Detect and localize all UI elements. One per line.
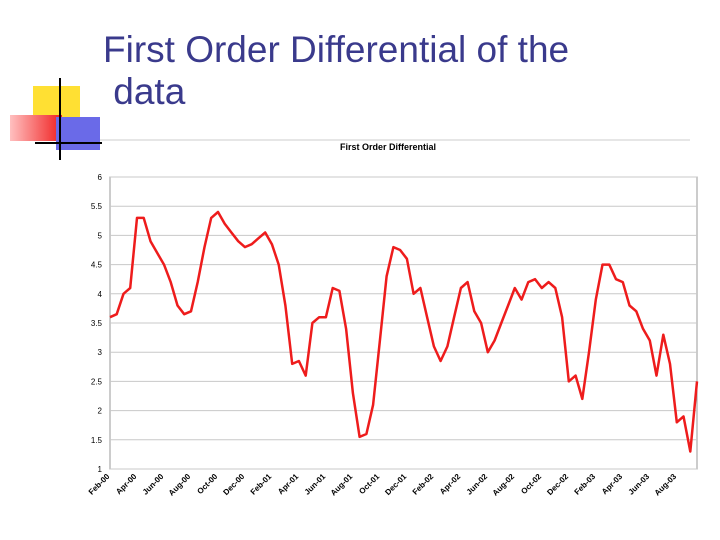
x-tick-label: Apr-02 — [438, 472, 463, 497]
x-tick-label: Dec-02 — [545, 472, 570, 497]
x-tick-label: Jun-02 — [465, 472, 490, 497]
x-tick-label: Jun-03 — [627, 472, 652, 497]
x-tick-label: Oct-00 — [195, 472, 219, 496]
x-tick-label: Feb-01 — [249, 472, 274, 497]
y-tick-label: 3 — [98, 348, 103, 357]
x-tick-label: Apr-01 — [276, 472, 301, 497]
y-tick-label: 2.5 — [91, 377, 103, 386]
x-tick-label: Apr-00 — [114, 472, 139, 497]
y-tick-label: 1 — [98, 465, 103, 474]
x-tick-label: Aug-02 — [491, 472, 517, 498]
x-tick-label: Aug-00 — [167, 472, 193, 498]
y-tick-label: 2 — [98, 407, 103, 416]
x-tick-label: Apr-03 — [600, 472, 625, 497]
y-tick-label: 6 — [98, 173, 103, 182]
x-tick-label: Oct-01 — [357, 472, 381, 496]
x-tick-label: Feb-03 — [573, 472, 598, 497]
x-tick-label: Oct-02 — [519, 472, 543, 496]
y-tick-label: 5 — [98, 231, 103, 240]
x-tick-label: Jun-01 — [303, 472, 328, 497]
y-tick-label: 3.5 — [91, 319, 103, 328]
x-tick-label: Aug-01 — [329, 472, 355, 498]
chart-title: First Order Differential — [340, 142, 436, 152]
y-tick-label: 5.5 — [91, 202, 103, 211]
decor-yellow — [33, 86, 80, 119]
x-tick-label: Feb-02 — [411, 472, 436, 497]
y-tick-label: 4 — [98, 290, 103, 299]
x-tick-label: Aug-03 — [653, 472, 679, 498]
slide-title: First Order Differential of the data — [103, 29, 569, 112]
decor-blue — [56, 117, 100, 150]
x-tick-label: Feb-00 — [87, 472, 112, 497]
decor-red — [10, 115, 62, 141]
x-tick-label: Dec-00 — [221, 472, 246, 497]
y-tick-label: 1.5 — [91, 436, 103, 445]
x-tick-label: Jun-00 — [141, 472, 166, 497]
x-tick-label: Dec-01 — [383, 472, 408, 497]
data-line — [109, 210, 699, 453]
y-tick-label: 4.5 — [91, 261, 103, 270]
